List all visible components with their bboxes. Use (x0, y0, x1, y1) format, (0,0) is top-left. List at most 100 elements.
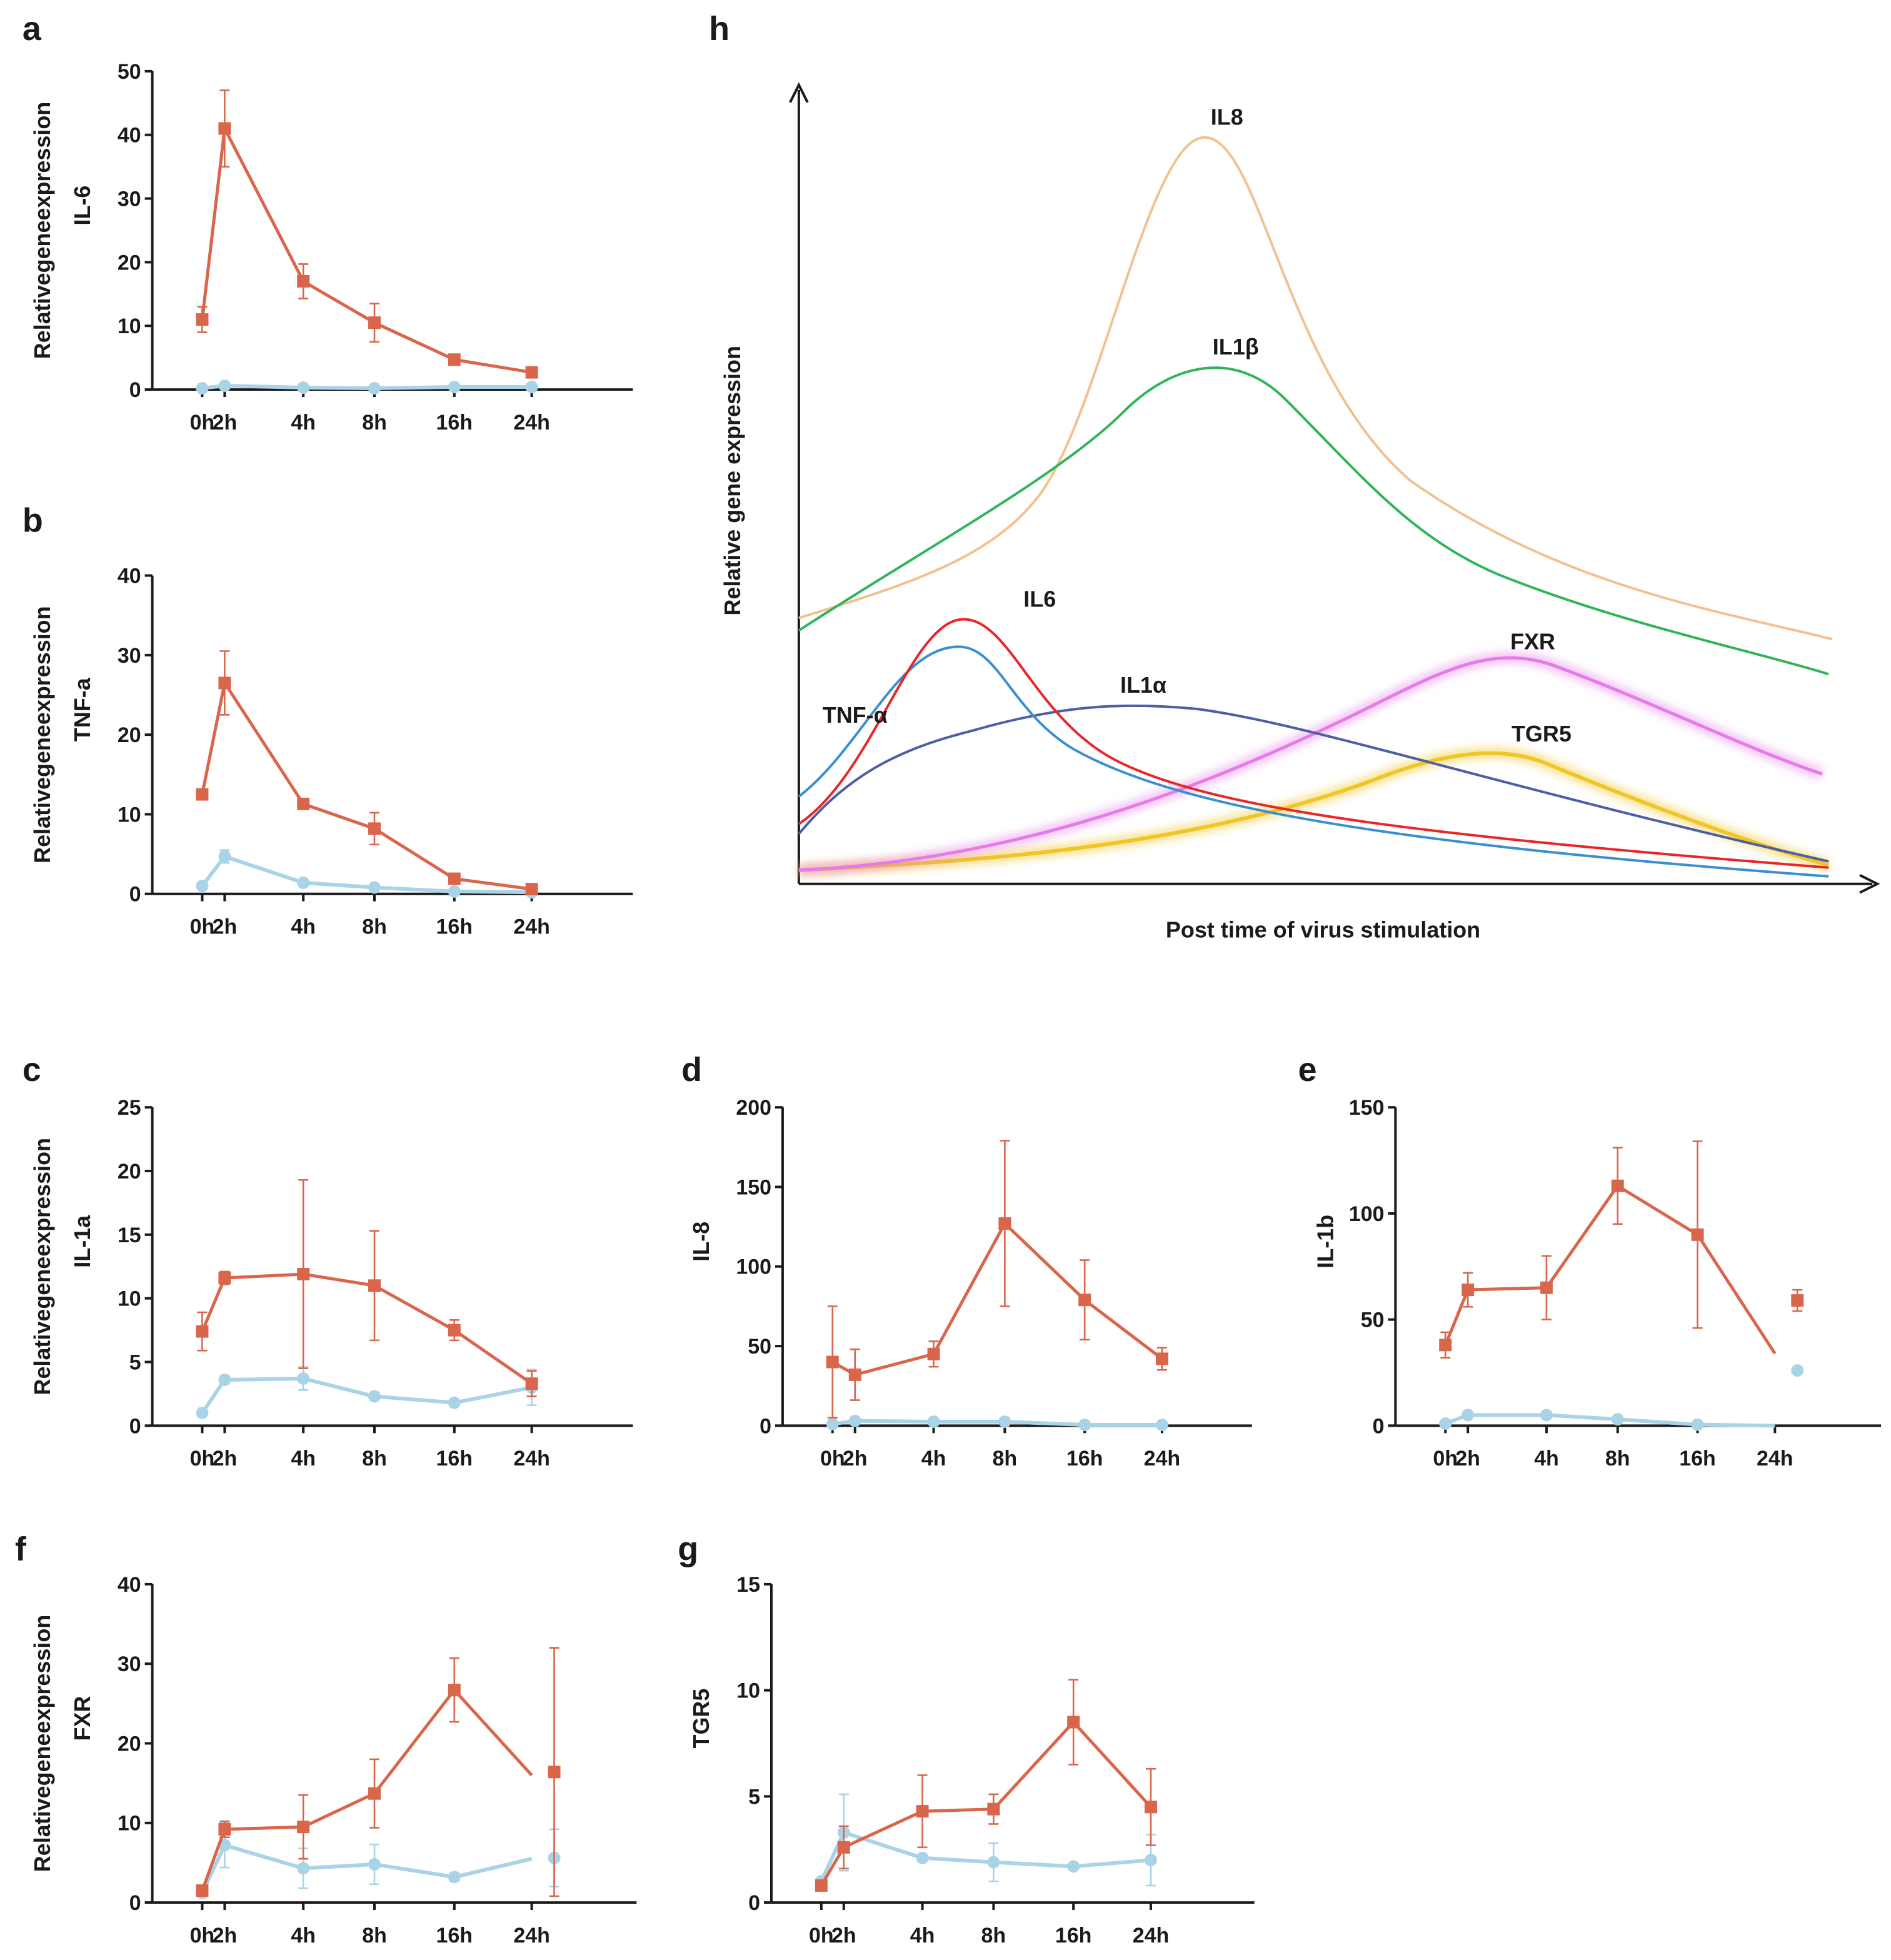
y-axis-label: Relativegeneexpression (29, 606, 55, 863)
gene-label: TNF-a (69, 677, 95, 741)
series-line (201, 1687, 533, 1891)
y-tick-label: 20 (118, 1732, 141, 1756)
x-tick-label: 24h (1144, 1447, 1180, 1470)
data-point (826, 1355, 839, 1369)
curve-tgr5 (798, 751, 1829, 872)
series-control (826, 1414, 1168, 1432)
data-point (848, 1414, 861, 1427)
data-point (1691, 1228, 1704, 1241)
y-tick-label: 25 (118, 1096, 141, 1120)
x-tick-label: 4h (291, 1447, 316, 1470)
series-control (196, 849, 538, 899)
y-axis-label: Relativegeneexpression (29, 1138, 55, 1395)
data-point (998, 1415, 1011, 1428)
y-tick-label: 40 (118, 124, 141, 148)
y-tick-label: 40 (118, 565, 141, 588)
x-tick-label: 2h (1455, 1447, 1480, 1470)
data-point (368, 1857, 381, 1871)
curve-tnf-a (798, 645, 1829, 878)
data-point-offset (1791, 1364, 1804, 1377)
curve-label-fxr: FXR (1510, 628, 1555, 654)
y-tick-label: 100 (1349, 1202, 1385, 1226)
x-tick-label: 2h (843, 1447, 868, 1470)
y-axis-label: Relativegeneexpression (29, 102, 55, 359)
panel-h-schematic: h Relative gene expression Post time of … (709, 10, 1880, 943)
data-point (368, 1390, 381, 1403)
data-point (297, 381, 310, 394)
panel-label-f: f (15, 1530, 27, 1568)
data-point (218, 676, 231, 690)
x-tick-label: 0h (190, 1447, 215, 1470)
gene-label: FXR (69, 1696, 95, 1741)
x-tick-label: 0h (1433, 1447, 1458, 1470)
data-point (218, 379, 231, 392)
panel-label-h: h (709, 10, 730, 48)
gene-label: IL-6 (69, 186, 95, 226)
h-y-label: Relative gene expression (720, 346, 745, 615)
data-point (1067, 1716, 1080, 1729)
x-tick-label: 0h (190, 411, 215, 435)
data-point (1067, 1860, 1080, 1873)
data-point (1540, 1281, 1553, 1294)
y-tick-label: 0 (1372, 1414, 1384, 1438)
y-tick-label: 10 (118, 314, 141, 338)
series-line (820, 1719, 1152, 1887)
data-point (916, 1851, 929, 1864)
x-tick-label: 4h (921, 1447, 946, 1470)
x-tick-label: 8h (362, 1447, 387, 1470)
x-tick-label: 8h (362, 411, 387, 435)
y-tick-label: 10 (118, 1287, 141, 1311)
y-tick-label: 150 (736, 1175, 771, 1199)
data-point (1611, 1413, 1624, 1426)
curve-il1a (798, 704, 1829, 863)
data-point (927, 1415, 940, 1428)
series-infected (196, 89, 538, 379)
data-point (448, 872, 461, 885)
gene-label: TGR5 (688, 1689, 714, 1749)
x-tick-label: 0h (190, 915, 215, 939)
y-tick-label: 30 (118, 644, 141, 668)
data-point (196, 1406, 209, 1419)
x-tick-label: 16h (1066, 1447, 1103, 1470)
x-tick-label: 16h (436, 915, 473, 939)
data-point (368, 382, 381, 395)
x-tick-label: 24h (1133, 1924, 1169, 1947)
x-tick-label: 8h (1605, 1447, 1630, 1470)
data-point (525, 883, 538, 896)
series-infected (826, 1140, 1168, 1419)
data-point (196, 788, 209, 801)
x-tick-label: 4h (291, 915, 316, 939)
data-point (218, 850, 231, 863)
data-point (1691, 1418, 1704, 1431)
data-point (1439, 1339, 1452, 1352)
series-line (200, 1842, 533, 1894)
series-infected (196, 1179, 538, 1397)
x-tick-label: 24h (513, 411, 549, 435)
data-point (1078, 1294, 1091, 1307)
series-control (196, 1366, 538, 1419)
x-tick-label: 8h (981, 1924, 1006, 1947)
y-tick-label: 50 (1361, 1309, 1385, 1332)
gene-label: IL-1b (1312, 1215, 1338, 1269)
curve-label-il8: IL8 (1211, 104, 1243, 130)
data-point (1462, 1284, 1475, 1297)
data-point (848, 1368, 861, 1381)
x-tick-label: 8h (362, 915, 387, 939)
data-point (998, 1217, 1011, 1230)
data-point (927, 1347, 940, 1360)
panel-label-g: g (678, 1530, 698, 1568)
y-axis-label: Relativegeneexpression (29, 1615, 55, 1872)
x-tick-label: 24h (513, 915, 549, 939)
x-tick-label: 4h (1534, 1447, 1559, 1470)
y-tick-label: 0 (748, 1891, 760, 1915)
x-tick-label: 2h (213, 1924, 238, 1947)
y-tick-label: 0 (129, 1891, 141, 1915)
data-point (1611, 1179, 1624, 1192)
data-point (448, 1871, 461, 1884)
curve-il1b (798, 366, 1829, 676)
data-point (196, 313, 209, 326)
x-tick-label: 4h (910, 1924, 935, 1947)
